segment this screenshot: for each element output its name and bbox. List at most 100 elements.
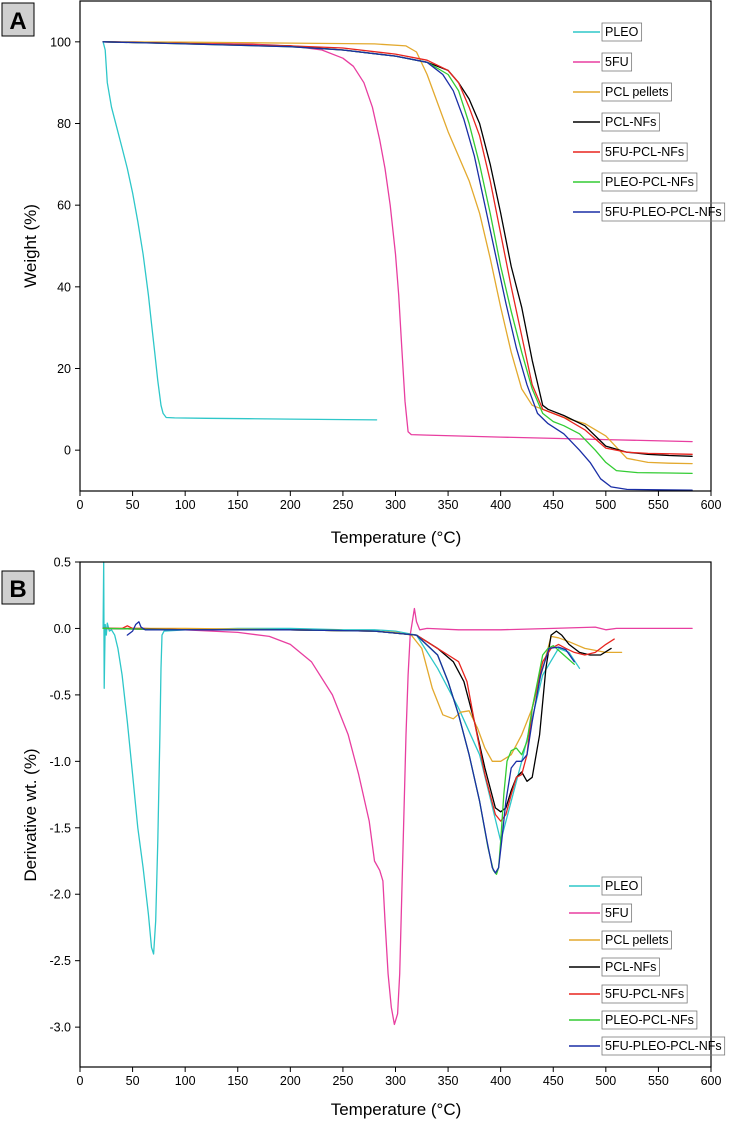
legend-label-box: [601, 957, 660, 977]
panel-a-y-tick-label: 20: [57, 362, 71, 376]
panel-a-x-tick-label: 600: [701, 498, 722, 512]
panel-a-badge-box: [1, 2, 35, 37]
panel-b-x-tick-label: 100: [175, 1074, 196, 1088]
panel-a-x-tick-label: 250: [332, 498, 353, 512]
panel-a-y-tick-label: 80: [57, 117, 71, 131]
panel-b-y-tick-label: -1.0: [49, 755, 71, 769]
legend-label-box: [601, 142, 688, 162]
legend-label-pcl-nfs: PCL-NFs: [605, 115, 656, 129]
panel-a-y-tick-label: 100: [50, 35, 71, 49]
panel-b-y-tick-label: -1.5: [49, 821, 71, 835]
panel-b-badge: B: [1, 570, 35, 605]
panel-a-series-line-5fu-pleo-pcl-nfs: [102, 41, 693, 491]
panel-b-series-line-5fu-pleo-pcl-nfs: [126, 621, 575, 874]
panel-a-plot-frame: [79, 0, 712, 492]
panel-b-x-tick-label: 400: [490, 1074, 511, 1088]
panel-b-letter: B: [9, 576, 26, 603]
legend-item-b-pcl-pellets: PCL pellets: [569, 930, 672, 950]
legend-b-label-5fu-pcl-nfs: 5FU-PCL-NFs: [605, 987, 684, 1001]
panel-b: B 0 50 100 150 200 250 300 350 400 450 500 550 600 0.…: [1, 556, 726, 1119]
legend-item-b-pleo-pcl-nfs: PLEO-PCL-NFs: [569, 1010, 698, 1030]
legend-item-b-5fu-pleo-pcl-nfs: 5FU-PLEO-PCL-NFs: [569, 1036, 726, 1056]
legend-b-label-pcl-pellets: PCL pellets: [605, 933, 668, 947]
panel-a-series-line-5fu: [102, 41, 693, 443]
panel-a-badge: A: [1, 2, 35, 37]
panel-a-legend: PLEO 5FU PCL pellets PCL-NFs 5FU-PCL-NFs…: [573, 22, 726, 222]
panel-a-x-tick-label: 450: [543, 498, 564, 512]
legend-label-box: [601, 1010, 698, 1030]
panel-a: A 0 50 100 150 200 250 300 350 400 450 500 550 600 0 2…: [1, 0, 726, 547]
legend-label-5fu-pleo-pcl-nfs: 5FU-PLEO-PCL-NFs: [605, 205, 722, 219]
panel-b-series-line-pcl-nfs: [102, 627, 612, 813]
legend-label-pleo: PLEO: [605, 25, 639, 39]
panel-b-x-tick-label: 0: [77, 1074, 84, 1088]
panel-a-x-axis-title: Temperature (°C): [331, 528, 462, 547]
panel-a-series-line-pcl-nfs: [102, 41, 693, 457]
panel-a-x-tick-label: 350: [438, 498, 459, 512]
panel-a-x-tick-label: 150: [227, 498, 248, 512]
legend-b-label-pcl-nfs: PCL-NFs: [605, 960, 656, 974]
panel-a-y-axis-title: Weight (%): [21, 204, 40, 288]
panel-b-x-tick-label: 500: [595, 1074, 616, 1088]
panel-b-x-tick-label: 350: [438, 1074, 459, 1088]
legend-label-box: [601, 930, 672, 950]
panel-a-series-line-pleo-pcl-nfs: [102, 41, 693, 475]
panel-a-x-tick-label: 200: [280, 498, 301, 512]
panel-b-y-tick-label: 0.0: [54, 622, 71, 636]
panel-a-x-tick-label: 500: [595, 498, 616, 512]
legend-item-5fu: 5FU: [573, 52, 633, 72]
legend-label-box: [601, 82, 672, 102]
legend-item-b-pleo: PLEO: [569, 876, 643, 896]
legend-label-box: [601, 22, 643, 42]
legend-label-box: [601, 172, 698, 192]
legend-item-pcl-pellets: PCL pellets: [573, 82, 672, 102]
legend-b-label-pleo-pcl-nfs: PLEO-PCL-NFs: [605, 1013, 694, 1027]
panel-b-x-tick-label: 300: [385, 1074, 406, 1088]
legend-label-box: [601, 876, 643, 896]
legend-label-box: [601, 202, 726, 222]
legend-item-5fu-pleo-pcl-nfs: 5FU-PLEO-PCL-NFs: [573, 202, 726, 222]
panel-a-x-tick-label: 100: [175, 498, 196, 512]
panel-b-series-line-5fu: [102, 607, 693, 1026]
legend-item-b-pcl-nfs: PCL-NFs: [569, 957, 660, 977]
panel-b-y-tick-label: -2.5: [49, 954, 71, 968]
panel-a-x-tick-label: 0: [77, 498, 84, 512]
legend-b-label-5fu-pleo-pcl-nfs: 5FU-PLEO-PCL-NFs: [605, 1039, 722, 1053]
panel-b-x-tick-label: 150: [227, 1074, 248, 1088]
panel-a-series-line-5fu-pcl-nfs: [102, 41, 693, 455]
panel-a-ticks: 0 50 100 150 200 250 300 350 400 450 500 550 600 0 20 4…: [50, 35, 721, 512]
panel-b-legend: PLEO 5FU PCL pellets PCL-NFs 5FU-PCL-NFs…: [569, 876, 726, 1056]
panel-b-x-tick-label: 600: [701, 1074, 722, 1088]
panel-a-series: [102, 41, 693, 491]
panel-a-x-tick-label: 300: [385, 498, 406, 512]
panel-a-y-tick-label: 40: [57, 280, 71, 294]
panel-a-letter: A: [9, 8, 26, 35]
legend-item-b-5fu-pcl-nfs: 5FU-PCL-NFs: [569, 984, 688, 1004]
panel-a-x-tick-label: 550: [648, 498, 669, 512]
legend-label-pleo-pcl-nfs: PLEO-PCL-NFs: [605, 175, 694, 189]
panel-a-series-line-pcl-pellets: [102, 41, 693, 465]
panel-b-series-line-5fu-pcl-nfs: [102, 625, 615, 822]
panel-b-ticks: 0 50 100 150 200 250 300 350 400 450 500 550 600 0.5 0…: [49, 556, 721, 1089]
legend-item-5fu-pcl-nfs: 5FU-PCL-NFs: [573, 142, 688, 162]
panel-a-series-line-pleo: [102, 41, 378, 421]
panel-b-y-tick-label: -0.5: [49, 688, 71, 702]
panel-b-badge-box: [1, 570, 35, 605]
legend-item-pcl-nfs: PCL-NFs: [573, 112, 660, 132]
panel-b-y-tick-label: -2.0: [49, 888, 71, 902]
panel-b-series: [102, 561, 693, 1026]
panel-a-x-tick-label: 50: [126, 498, 140, 512]
legend-item-pleo: PLEO: [573, 22, 643, 42]
panel-b-y-tick-label: -3.0: [49, 1021, 71, 1035]
panel-b-y-axis-title: Derivative wt. (%): [21, 748, 40, 881]
panel-b-series-line-pleo-pcl-nfs: [102, 627, 575, 875]
panel-a-x-tick-label: 400: [490, 498, 511, 512]
legend-label-box: [601, 984, 688, 1004]
legend-b-label-5fu: 5FU: [605, 906, 629, 920]
legend-label-5fu: 5FU: [605, 55, 629, 69]
legend-label-pcl-pellets: PCL pellets: [605, 85, 668, 99]
legend-label-box: [601, 903, 633, 923]
panel-a-y-tick-label: 0: [64, 444, 71, 458]
legend-b-label-pleo: PLEO: [605, 879, 639, 893]
